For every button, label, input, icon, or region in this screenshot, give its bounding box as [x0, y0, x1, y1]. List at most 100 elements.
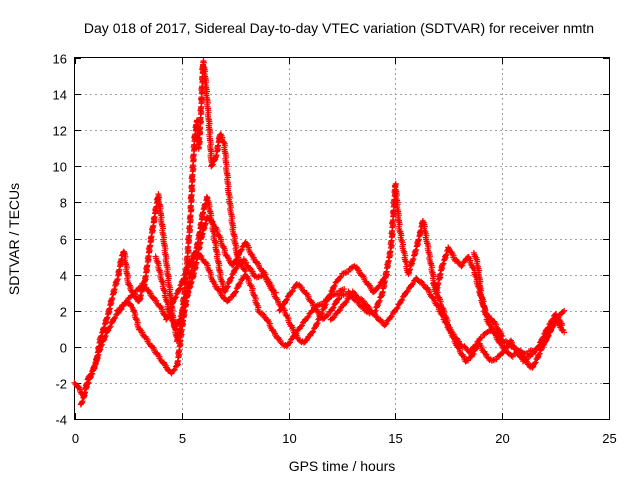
plot-frame — [74, 57, 610, 420]
data-point — [184, 266, 190, 273]
data-point — [440, 260, 447, 267]
data-point — [382, 321, 389, 328]
data-point — [172, 295, 178, 302]
data-point — [465, 357, 471, 364]
data-point — [443, 251, 450, 258]
data-point — [209, 161, 216, 168]
data-point — [187, 257, 194, 264]
data-point — [283, 296, 290, 303]
data-point — [413, 246, 420, 253]
data-point — [313, 321, 320, 328]
data-point — [180, 276, 187, 283]
data-point — [409, 257, 416, 264]
data-point — [179, 307, 186, 314]
data-point — [94, 352, 101, 359]
y-tick-label: -4 — [55, 413, 67, 428]
data-point — [175, 286, 182, 293]
data-point — [499, 350, 506, 357]
data-point — [227, 275, 234, 282]
data-point — [509, 353, 516, 360]
data-point — [171, 366, 178, 373]
data-point — [540, 334, 547, 341]
data-point — [124, 298, 131, 305]
data-point — [335, 308, 342, 314]
data-point — [98, 342, 104, 349]
data-point — [442, 252, 449, 259]
data-point — [232, 288, 239, 295]
data-point — [176, 316, 183, 323]
data-point — [343, 299, 350, 305]
data-point — [523, 356, 530, 363]
data-point — [112, 314, 119, 321]
data-point — [383, 320, 390, 327]
data-point — [85, 379, 92, 386]
data-point — [232, 289, 238, 296]
data-point — [237, 247, 244, 254]
y-tick-label: 2 — [60, 305, 67, 320]
data-point — [406, 267, 413, 274]
data-point — [304, 314, 311, 321]
data-point — [88, 371, 95, 378]
data-point — [410, 280, 417, 287]
data-point — [461, 343, 468, 350]
data-point — [130, 291, 137, 298]
data-point — [79, 398, 86, 405]
data-points — [71, 58, 568, 408]
data-point — [459, 262, 466, 269]
y-tick-label: 14 — [53, 88, 67, 103]
data-point — [545, 324, 552, 331]
x-tick-label: 15 — [388, 431, 402, 446]
data-point — [325, 312, 332, 318]
data-point — [289, 287, 296, 294]
y-tick-label: 10 — [53, 160, 67, 175]
data-point — [532, 359, 539, 366]
data-point — [190, 271, 197, 278]
y-tick-label: -2 — [55, 377, 67, 392]
data-point — [536, 342, 543, 349]
data-point — [303, 337, 309, 344]
y-tick-label: 6 — [60, 233, 67, 248]
data-point — [305, 313, 312, 320]
data-point — [559, 322, 566, 329]
data-point — [375, 298, 382, 305]
data-point — [439, 261, 446, 268]
data-point — [278, 305, 285, 312]
axis-ticks: 0 5 10 15 20 25 -4 -2 0 2 4 6 8 10 12 14 16 — [53, 52, 617, 447]
data-point — [330, 315, 336, 321]
y-tick-label: 0 — [60, 341, 67, 356]
data-point — [314, 320, 321, 326]
data-point — [106, 305, 113, 312]
data-point — [238, 246, 245, 253]
data-point — [288, 288, 295, 295]
data-point — [89, 370, 96, 377]
data-point — [404, 288, 411, 295]
data-point — [172, 294, 179, 301]
data-point — [172, 326, 179, 333]
data-point — [297, 323, 304, 330]
data-point — [176, 285, 183, 292]
data-point — [469, 351, 476, 358]
data-point — [136, 284, 143, 291]
data-point — [226, 296, 233, 303]
data-point — [544, 325, 551, 332]
data-point — [342, 299, 349, 306]
data-point — [322, 302, 328, 309]
data-point — [482, 350, 489, 357]
data-point — [228, 274, 235, 281]
data-point — [304, 336, 311, 343]
series-track-g — [430, 280, 566, 365]
data-point — [98, 341, 105, 348]
data-point — [394, 304, 401, 311]
data-point — [559, 309, 566, 315]
series-track-h — [470, 249, 506, 339]
data-point — [285, 340, 292, 347]
data-point — [236, 281, 243, 287]
data-point — [116, 306, 123, 312]
data-point — [287, 339, 293, 346]
data-point — [500, 349, 507, 356]
data-point — [323, 312, 330, 319]
data-point — [530, 350, 536, 357]
data-point — [176, 317, 182, 324]
x-tick-label: 10 — [282, 431, 296, 446]
data-point — [111, 315, 117, 322]
